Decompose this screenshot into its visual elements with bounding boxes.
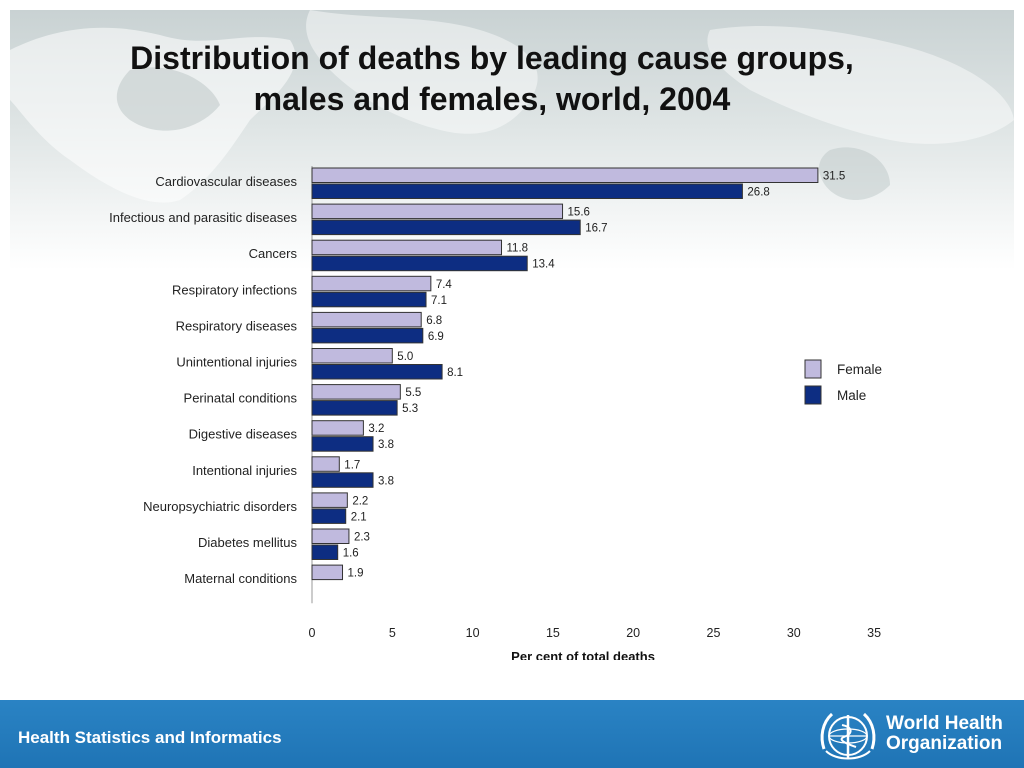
bar-male [311, 327, 424, 344]
footer-bar: Health Statistics and Informatics [0, 700, 1024, 768]
category-label: Neuropsychiatric disorders [143, 499, 297, 514]
bar-male [311, 544, 339, 560]
bar-female [311, 420, 364, 436]
title-line-1: Distribution of deaths by leading cause … [130, 40, 854, 76]
legend-label-female: Female [837, 362, 882, 377]
data-label: 6.8 [426, 315, 442, 327]
data-label: 7.1 [431, 295, 447, 307]
bar-male [311, 183, 743, 199]
bar-male [311, 364, 443, 380]
data-label: 26.8 [747, 187, 769, 199]
data-label: 3.2 [368, 423, 384, 435]
who-emblem-icon [820, 712, 876, 760]
category-label: Unintentional injuries [176, 355, 297, 370]
data-label: 6.9 [428, 331, 444, 343]
data-label: 7.4 [436, 279, 453, 291]
data-label: 2.3 [354, 532, 370, 544]
data-label: 5.0 [397, 351, 413, 363]
data-label: 31.5 [823, 171, 845, 183]
x-tick-label: 15 [546, 626, 560, 640]
title-line-2: males and females, world, 2004 [253, 81, 731, 117]
legend-swatch-male [804, 385, 822, 405]
x-axis-label: Per cent of total deaths [511, 649, 655, 660]
bar-female [311, 311, 422, 328]
category-label: Perinatal conditions [184, 391, 298, 406]
x-tick-label: 5 [389, 626, 396, 640]
data-label: 3.8 [378, 439, 394, 451]
bar-male [311, 508, 347, 524]
bar-male [311, 472, 374, 488]
category-label: Diabetes mellitus [198, 535, 297, 550]
data-label: 13.4 [532, 259, 555, 271]
legend-swatch-female [804, 359, 822, 379]
slide-title: Distribution of deaths by leading cause … [40, 38, 944, 120]
bar-female [311, 528, 350, 544]
world-map-silhouette [10, 10, 1014, 203]
data-label: 8.1 [447, 367, 463, 379]
data-label: 16.7 [585, 223, 607, 235]
legend-label-male: Male [837, 388, 866, 403]
bar-female [311, 239, 503, 256]
bar-male [311, 436, 374, 452]
data-label: 1.7 [344, 459, 360, 471]
category-label: Respiratory infections [172, 282, 297, 297]
bar-female [311, 564, 344, 581]
bar-female [311, 348, 393, 364]
bar-female [311, 167, 819, 183]
data-label: 1.6 [343, 548, 359, 560]
data-label: 5.5 [405, 387, 421, 399]
bar-male [311, 255, 528, 272]
bar-female [311, 384, 401, 400]
data-label: 2.2 [352, 495, 368, 507]
bar-female [311, 456, 340, 472]
data-label: 11.8 [507, 243, 529, 255]
category-label: Digestive diseases [189, 427, 298, 442]
data-label: 2.1 [351, 511, 367, 523]
footer-text: Health Statistics and Informatics [18, 728, 282, 747]
x-tick-label: 10 [466, 626, 480, 640]
category-label: Maternal conditions [184, 571, 297, 586]
bar-male [311, 400, 398, 416]
who-logo-line-1: World Health [886, 713, 1003, 734]
bar-male [311, 219, 581, 236]
category-label: Cardiovascular diseases [155, 174, 297, 189]
x-tick-label: 25 [707, 626, 721, 640]
category-label: Infectious and parasitic diseases [109, 210, 297, 225]
data-label: 15.6 [568, 207, 590, 219]
who-logo-line-2: Organization [886, 733, 1003, 754]
x-tick-label: 20 [626, 626, 640, 640]
category-label: Respiratory diseases [176, 318, 298, 333]
bar-male [311, 291, 427, 308]
x-tick-label: 30 [787, 626, 801, 640]
bar-chart: Cardiovascular diseases 31.5 26.8 Infectiou… [109, 166, 882, 660]
data-label: 3.8 [378, 475, 394, 487]
bar-female [311, 275, 432, 292]
x-tick-label: 0 [309, 626, 316, 640]
who-logo-text: World Health Organization [886, 714, 1003, 754]
category-label: Cancers [249, 246, 298, 261]
bar-female [311, 492, 348, 508]
category-label: Intentional injuries [192, 463, 297, 478]
bar-female [311, 203, 564, 220]
data-label: 1.9 [348, 568, 364, 580]
x-tick-label: 35 [867, 626, 881, 640]
data-label: 5.3 [402, 403, 418, 415]
